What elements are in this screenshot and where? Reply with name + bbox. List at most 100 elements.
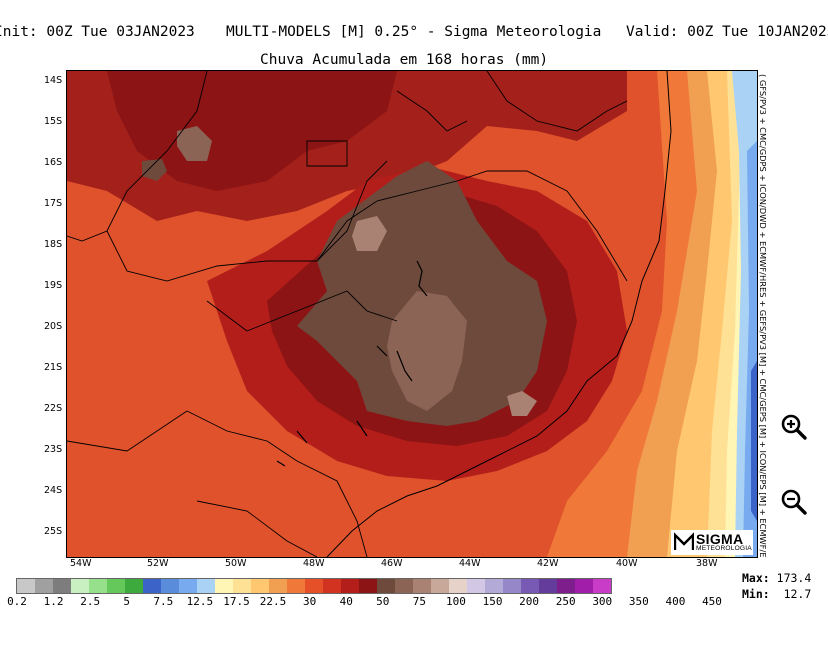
lon-label: 40W	[616, 558, 638, 569]
colorbar-label: 400	[665, 595, 686, 608]
colorbar-swatch	[539, 579, 557, 593]
colorbar-swatch	[341, 579, 359, 593]
min-value: Min: 12.7	[742, 587, 811, 601]
colorbar-swatch	[395, 579, 413, 593]
reservoir-marks	[276, 260, 428, 467]
lat-label: 21S	[44, 362, 63, 373]
coastline	[326, 71, 672, 557]
field-east-deepblue	[751, 361, 757, 521]
zoom-out-button[interactable]	[780, 488, 808, 516]
colorbar-label: 50	[376, 595, 390, 608]
colorbar-label: 150	[482, 595, 503, 608]
max-value: Max: 173.4	[742, 571, 811, 585]
colorbar-swatch	[575, 579, 593, 593]
colorbar-swatch	[143, 579, 161, 593]
colorbar-swatch	[449, 579, 467, 593]
colorbar-label: 300	[592, 595, 613, 608]
colorbar-label: 22.5	[259, 595, 287, 608]
field-nw-brown	[177, 126, 212, 161]
colorbar-swatch	[53, 579, 71, 593]
lat-label: 24S	[44, 485, 63, 496]
colorbar-label: 75	[412, 595, 426, 608]
lat-label: 22S	[44, 403, 63, 414]
colorbar-label: 12.5	[186, 595, 214, 608]
lat-label: 17S	[44, 198, 63, 209]
logo-name: SIGMA	[696, 531, 744, 547]
field-northwest-darker	[107, 71, 397, 191]
zoom-in-icon	[781, 414, 807, 440]
sigma-logo: SIGMA METEOROLOGIA	[671, 530, 753, 555]
colorbar-swatch	[71, 579, 89, 593]
colorbar-swatch	[35, 579, 53, 593]
lon-label: 52W	[147, 558, 169, 569]
colorbar-swatch	[215, 579, 233, 593]
colorbar-swatch	[431, 579, 449, 593]
colorbar-swatch	[17, 579, 35, 593]
precipitation-map[interactable]	[66, 70, 758, 558]
colorbar-swatch	[179, 579, 197, 593]
colorbar-label: 0.2	[7, 595, 27, 608]
lat-label: 20S	[44, 321, 63, 332]
lon-label: 54W	[70, 558, 92, 569]
colorbar-label: 7.5	[153, 595, 174, 608]
field-core-light	[387, 291, 467, 411]
colorbar-swatch	[161, 579, 179, 593]
colorbar-label: 450	[702, 595, 722, 608]
colorbar-swatch	[503, 579, 521, 593]
lat-label: 14S	[44, 75, 63, 86]
colorbar-swatch	[269, 579, 287, 593]
lat-label: 25S	[44, 526, 63, 537]
zoom-in-button[interactable]	[780, 413, 808, 441]
model-title: MULTI-MODELS [M] 0.25° - Sigma Meteorolo…	[226, 24, 602, 40]
field-core-lighter	[352, 216, 387, 251]
ensemble-formula: ( GFS/PV3 + CMC/GDPS + ICON/DWD + ECMWF/…	[758, 74, 768, 558]
map-subtitle: Chuva Acumulada em 168 horas (mm)	[260, 52, 549, 68]
colorbar-swatch	[323, 579, 341, 593]
colorbar-swatch	[467, 579, 485, 593]
colorbar-label: 200	[519, 595, 540, 608]
min-label: Min:	[742, 587, 770, 601]
state-borders	[67, 71, 628, 557]
colorbar-label: 30	[303, 595, 317, 608]
colorbar-label: 100	[446, 595, 466, 608]
lat-label: 19S	[44, 280, 63, 291]
precipitation-field	[67, 71, 757, 557]
lat-label: 23S	[44, 444, 63, 455]
colorbar-swatch	[125, 579, 143, 593]
lat-label: 18S	[44, 239, 63, 250]
colorbar-label: 5	[123, 595, 131, 608]
lon-label: 38W	[696, 558, 718, 569]
colorbar-swatch	[485, 579, 503, 593]
lon-label: 44W	[459, 558, 481, 569]
colorbar-swatch	[107, 579, 125, 593]
lon-label: 42W	[537, 558, 559, 569]
max-number: 173.4	[776, 571, 812, 585]
colorbar-swatch	[305, 579, 323, 593]
colorbar-label: 350	[628, 595, 649, 608]
lon-label: 46W	[381, 558, 403, 569]
colorbar-swatch	[89, 579, 107, 593]
precipitation-colorbar	[16, 578, 612, 594]
lat-label: 16S	[44, 157, 63, 168]
colorbar-swatch	[233, 579, 251, 593]
colorbar-swatch	[521, 579, 539, 593]
colorbar-label: 1.2	[43, 595, 64, 608]
lat-label: 15S	[44, 116, 63, 127]
lon-label: 48W	[303, 558, 325, 569]
colorbar-label: 40	[339, 595, 353, 608]
colorbar-swatch	[593, 579, 611, 593]
colorbar-swatch	[413, 579, 431, 593]
logo-subtitle: METEOROLOGIA	[696, 545, 752, 552]
valid-time: Valid: 00Z Tue 10JAN2023	[626, 24, 828, 40]
field-nw-brown2	[142, 159, 167, 181]
colorbar-swatch	[377, 579, 395, 593]
colorbar-label: 250	[555, 595, 576, 608]
min-number: 12.7	[783, 587, 812, 601]
colorbar-label: 2.5	[80, 595, 101, 608]
colorbar-swatch	[359, 579, 377, 593]
field-core-lighter2	[507, 391, 537, 416]
colorbar-swatch	[557, 579, 575, 593]
max-label: Max:	[742, 571, 770, 585]
init-time: Init: 00Z Tue 03JAN2023	[0, 24, 195, 40]
zoom-out-icon	[781, 489, 807, 515]
